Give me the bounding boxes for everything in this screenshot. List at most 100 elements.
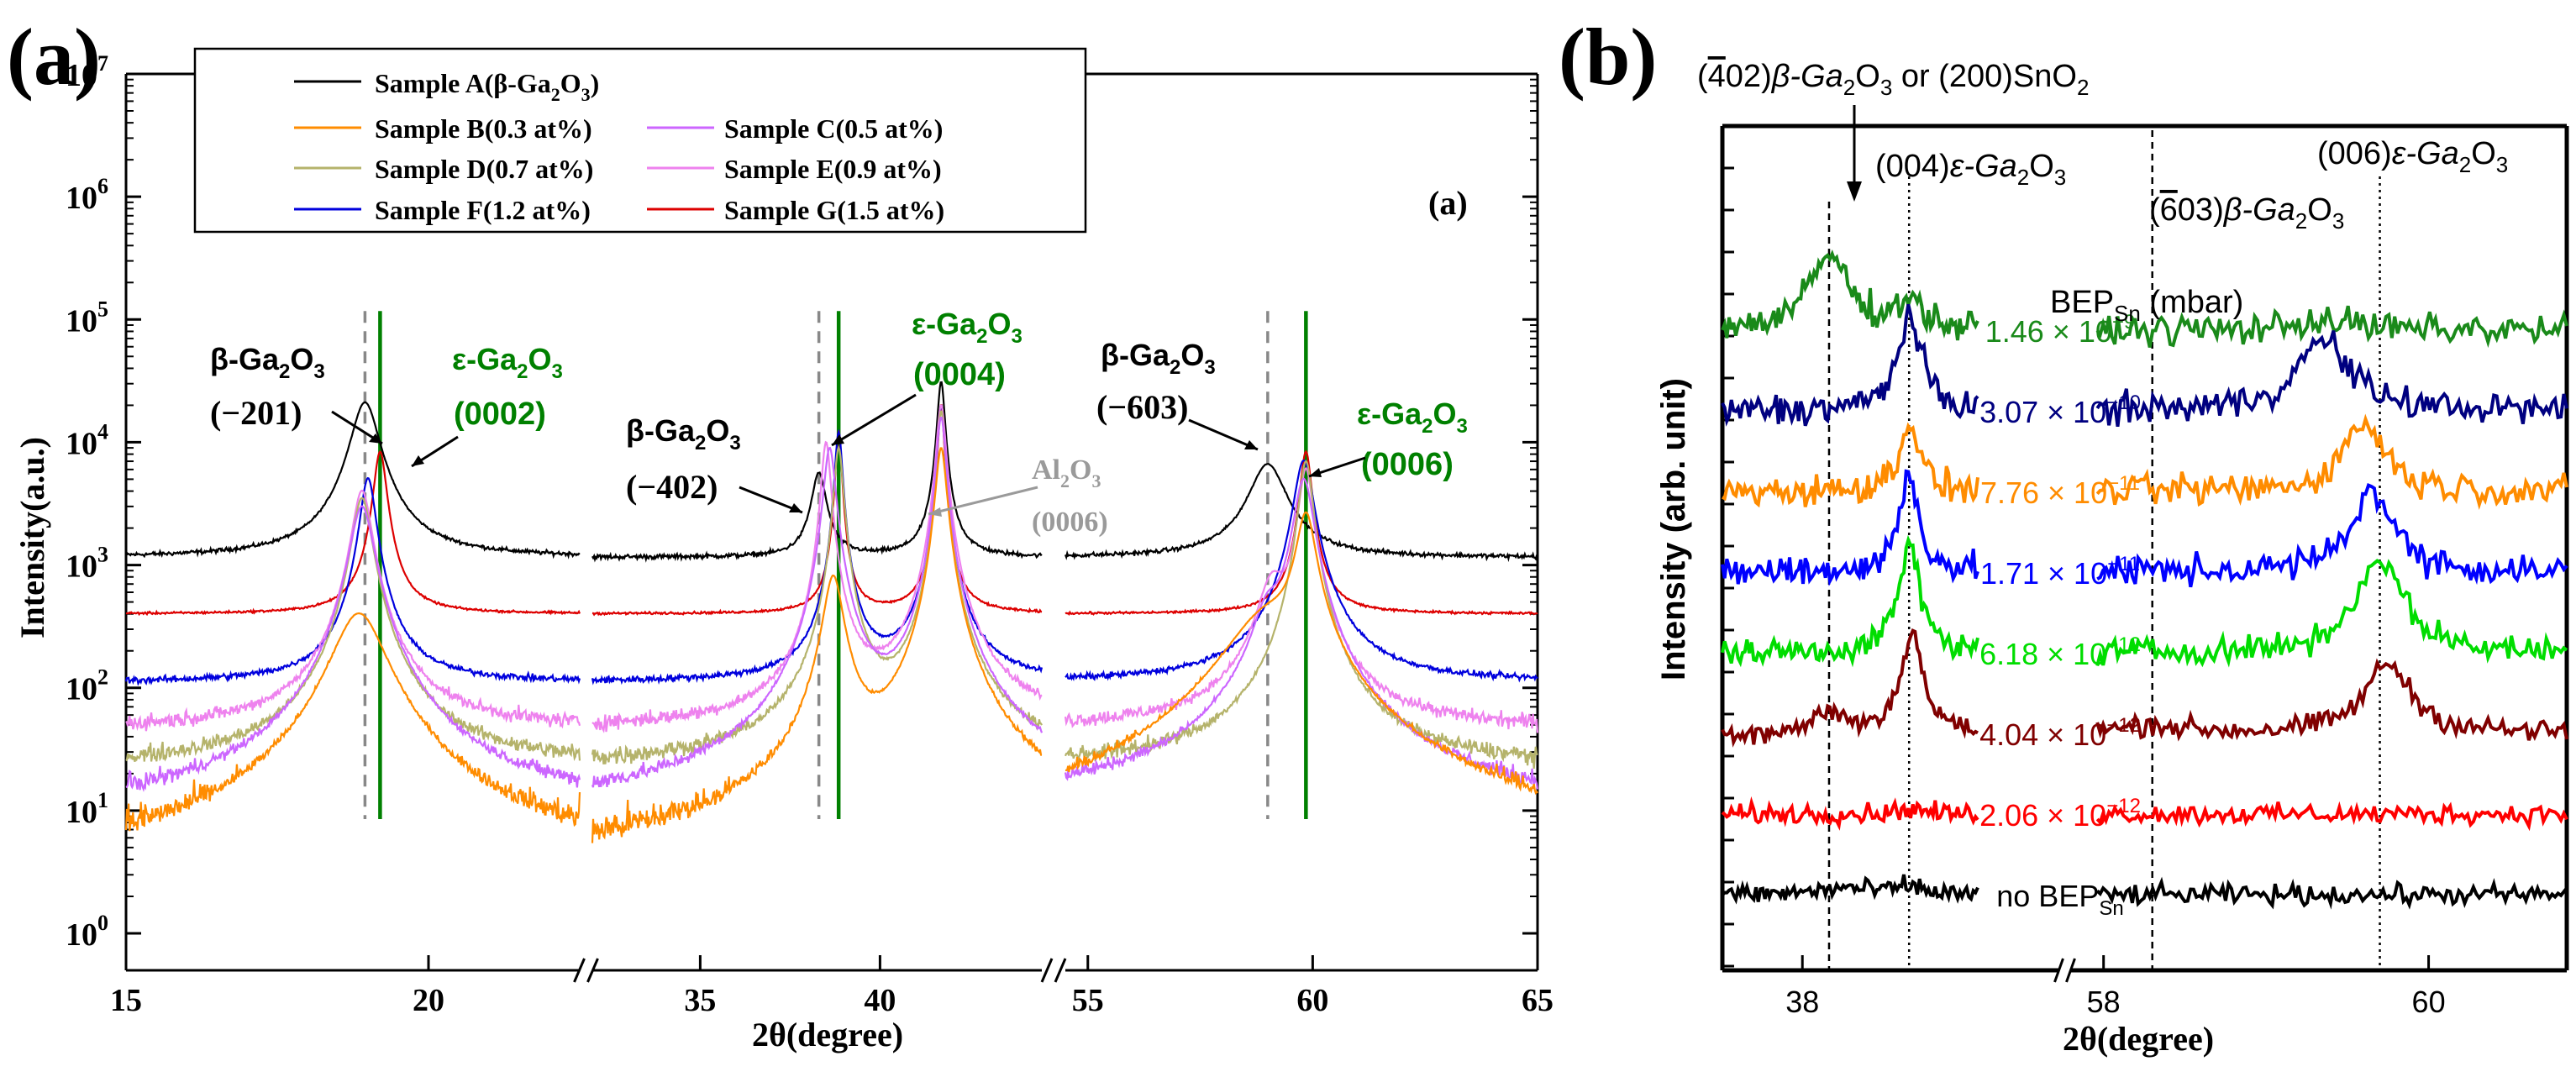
series-line bbox=[1721, 628, 1979, 748]
y-tick-label: 107 bbox=[66, 51, 108, 93]
svg-text:Sample G(1.5 at%): Sample G(1.5 at%) bbox=[724, 195, 944, 225]
legend-entry-sample-a: Sample A(β-Ga2O3) bbox=[294, 68, 599, 105]
svg-text:Sample E(0.9 at%): Sample E(0.9 at%) bbox=[724, 154, 942, 184]
series-line bbox=[1721, 874, 1979, 905]
series-label: no BEPSn bbox=[1996, 879, 2123, 920]
series-line bbox=[124, 476, 581, 686]
annotation-epsilon-0002: ε-Ga2O3 (0002) bbox=[411, 342, 563, 468]
annotation-b-e006: (006)ε-Ga2O3 bbox=[2317, 136, 2508, 177]
series-line bbox=[1065, 460, 1538, 683]
panel-a-series bbox=[124, 381, 1539, 843]
y-tick-label: 106 bbox=[66, 174, 108, 216]
svg-text:(004)ε-Ga2O3: (004)ε-Ga2O3 bbox=[1875, 149, 2066, 190]
svg-text:Sample C(0.5 at%): Sample C(0.5 at%) bbox=[724, 113, 943, 144]
series-sample-d bbox=[125, 410, 1538, 769]
panel-label-b: (b) bbox=[1559, 12, 1657, 102]
series-line bbox=[2095, 801, 2568, 832]
series-sample-a bbox=[125, 381, 1538, 563]
x-tick-label: 20 bbox=[413, 983, 444, 1018]
series-bep-6 bbox=[1721, 796, 2568, 832]
svg-text:(006)ε-Ga2O3: (006)ε-Ga2O3 bbox=[2317, 136, 2508, 177]
panel-a: (a) 100 101 102 103 104 105 106 107 15 20 35 40 55 60… bbox=[7, 12, 1553, 1053]
panel-b-ylabel: Intensity (arb. unit) bbox=[1655, 378, 1692, 680]
series-line bbox=[2095, 305, 2568, 349]
x-tick-label: 60 bbox=[2412, 985, 2446, 1019]
svg-text:(0004): (0004) bbox=[913, 357, 1006, 392]
series-line bbox=[1721, 303, 1979, 427]
series-line bbox=[1064, 466, 1539, 733]
series-bep-2 bbox=[1722, 413, 2568, 511]
series-line bbox=[125, 489, 581, 732]
svg-text:Sample B(0.3 at%): Sample B(0.3 at%) bbox=[375, 113, 592, 144]
x-tick-label: 40 bbox=[864, 983, 896, 1018]
series-bep-5 bbox=[1721, 628, 2568, 748]
series-label: 4.04 × 10−12 bbox=[1979, 714, 2141, 752]
svg-text:(603)β-Ga2O3: (603)β-Ga2O3 bbox=[2149, 192, 2344, 234]
series-line bbox=[2095, 330, 2568, 428]
legend-entry-sample-b: Sample B(0.3 at%) bbox=[294, 113, 592, 144]
legend-entry-sample-d: Sample D(0.7 at%) bbox=[294, 154, 593, 184]
panel-b: (b) 38 58 60 1.46 × 10−9 3.07 × 10−10 7.76 ×… bbox=[1559, 12, 2569, 1058]
series-sample-b bbox=[124, 447, 1538, 843]
y-tick-label: 100 bbox=[66, 911, 108, 953]
series-label: 1.71 × 10−11 bbox=[1980, 553, 2140, 591]
svg-text:Sample A(β-Ga2O3): Sample A(β-Ga2O3) bbox=[375, 68, 599, 105]
svg-text:(−402): (−402) bbox=[626, 468, 718, 506]
annotation-b-top: (402)β-Ga2O3 or (200)SnO2 bbox=[1697, 59, 2089, 202]
series-line bbox=[591, 404, 1043, 617]
series-line bbox=[1721, 534, 1979, 668]
y-tick-label: 101 bbox=[66, 788, 108, 830]
series-line bbox=[591, 447, 1043, 843]
y-tick-label: 102 bbox=[66, 665, 108, 707]
series-line bbox=[2095, 559, 2568, 668]
legend-entry-sample-c: Sample C(0.5 at%) bbox=[647, 113, 943, 144]
axis-break-mark bbox=[586, 958, 599, 983]
x-tick-label: 55 bbox=[1072, 983, 1104, 1018]
svg-text:(−603): (−603) bbox=[1096, 388, 1188, 426]
series-sample-c bbox=[125, 416, 1539, 792]
series-line bbox=[2095, 876, 2568, 910]
y-tick-label: 105 bbox=[66, 297, 108, 339]
axis-break-mark bbox=[2065, 958, 2076, 983]
svg-text:(402)β-Ga2O3 or (200)SnO2: (402)β-Ga2O3 or (200)SnO2 bbox=[1697, 59, 2089, 100]
svg-text:β-Ga2O3: β-Ga2O3 bbox=[210, 342, 325, 383]
y-tick-label: 103 bbox=[66, 543, 108, 585]
axis-break-mark bbox=[1040, 958, 1054, 983]
series-line bbox=[591, 410, 1043, 764]
series-line bbox=[1721, 796, 1979, 831]
panel-a-inner-label: (a) bbox=[1428, 184, 1468, 222]
annotation-beta-603: β-Ga2O3 (−603) bbox=[1096, 338, 1259, 451]
series-line bbox=[591, 416, 1044, 788]
panel-a-reference-lines bbox=[363, 311, 1308, 819]
series-bep-7 bbox=[1721, 874, 2568, 910]
series-line bbox=[2095, 658, 2568, 742]
panel-b-reference-lines bbox=[1827, 130, 2381, 970]
panel-a-ticks: 100 101 102 103 104 105 106 107 15 20 35 40 55 60 65 bbox=[66, 51, 1553, 1018]
panel-b-series-labels: 1.46 × 10−9 3.07 × 10−10 7.76 × 10−11 1.71 … bbox=[1979, 311, 2141, 920]
series-line bbox=[1065, 511, 1538, 796]
panel-b-xlabel: 2θ(degree) bbox=[2063, 1020, 2214, 1058]
legend-entry-sample-g: Sample G(1.5 at%) bbox=[647, 195, 944, 225]
svg-text:(0006): (0006) bbox=[1361, 447, 1454, 482]
x-tick-label: 15 bbox=[110, 983, 142, 1018]
series-line bbox=[591, 404, 1044, 686]
panel-label-a: (a) bbox=[7, 12, 101, 102]
series-label: 3.07 × 10−10 bbox=[1979, 391, 2141, 429]
series-line bbox=[2095, 413, 2568, 511]
annotation-al2o3-0006: Al2O3 (0006) bbox=[928, 454, 1108, 538]
x-tick-label: 60 bbox=[1296, 983, 1328, 1018]
axis-break-mark bbox=[573, 958, 586, 983]
series-line bbox=[1064, 477, 1539, 790]
svg-text:Sample D(0.7 at%): Sample D(0.7 at%) bbox=[375, 154, 593, 184]
x-tick-label: 35 bbox=[684, 983, 716, 1018]
annotation-b-e004: (004)ε-Ga2O3 bbox=[1875, 149, 2066, 190]
x-tick-label: 58 bbox=[2087, 985, 2121, 1019]
svg-text:(−201): (−201) bbox=[210, 394, 302, 432]
series-line bbox=[1064, 463, 1538, 563]
panel-a-xlabel: 2θ(degree) bbox=[752, 1016, 903, 1053]
series-bep-1 bbox=[1721, 303, 2568, 428]
series-label: 1.46 × 10−9 bbox=[1985, 311, 2136, 349]
svg-text:β-Ga2O3: β-Ga2O3 bbox=[626, 413, 741, 454]
svg-text:β-Ga2O3: β-Ga2O3 bbox=[1101, 338, 1216, 379]
